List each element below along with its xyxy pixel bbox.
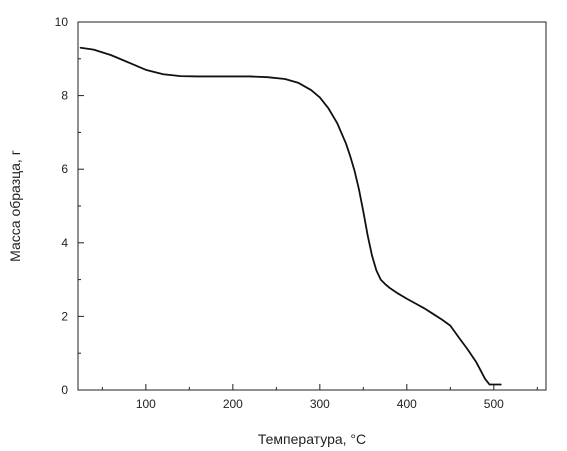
x-tick-label: 500 (484, 397, 504, 411)
ticks-layer (78, 21, 538, 391)
y-tick-label: 8 (61, 89, 68, 103)
y-tick-label: 2 (61, 309, 68, 323)
series-line-mass (79, 46, 502, 386)
plot-frame (77, 21, 547, 391)
x-tick-label: 400 (397, 397, 417, 411)
x-axis-title: Температура, °C (258, 431, 366, 447)
y-tick-label: 4 (61, 236, 68, 250)
x-tick-label: 300 (310, 397, 330, 411)
x-tick-label: 100 (136, 397, 156, 411)
y-tick-label: 6 (61, 162, 68, 176)
y-tick-label: 10 (55, 15, 69, 29)
labels-layer: 100 200 300 400 500 0 2 4 6 8 10 (55, 15, 504, 411)
y-axis-title: Масса образца, г (7, 150, 23, 262)
x-tick-label: 200 (223, 397, 243, 411)
y-tick-label: 0 (61, 383, 68, 397)
